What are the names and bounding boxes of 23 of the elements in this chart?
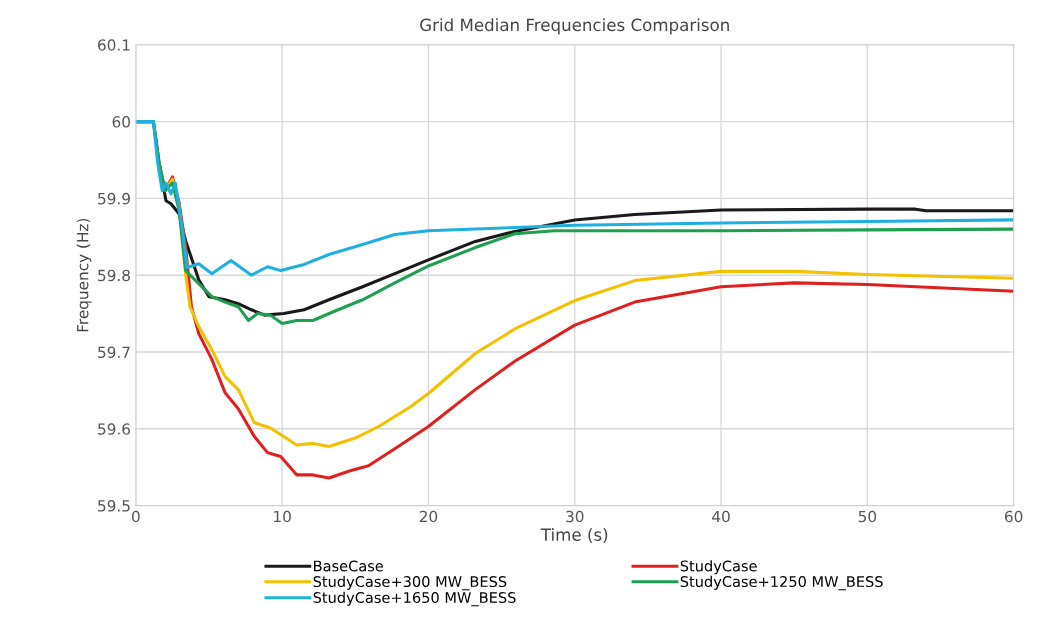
chart-title: Grid Median Frequencies Comparison [420, 18, 729, 35]
legend-label: StudyCase+1650 MW_BESS [313, 591, 516, 607]
y-tick-label: 59.7 [98, 346, 130, 359]
legend-label: BaseCase [314, 560, 384, 572]
line-series [135, 120, 1014, 277]
y-tick-label: 59.8 [98, 269, 130, 282]
y-tick-label: 59.9 [98, 192, 130, 205]
y-axis-title: Frequency (Hz) [76, 218, 92, 332]
y-tick-label: 59.6 [98, 423, 131, 435]
x-tick-label: 20 [419, 510, 438, 523]
x-axis-title: Time (s) [540, 528, 608, 543]
legend-label: StudyCase+1250 MW_BESS [680, 575, 883, 591]
x-tick-label: 0 [132, 510, 140, 523]
legend-label: StudyCase+300 MW_BESS [313, 575, 507, 591]
x-tick-label: 30 [566, 510, 584, 523]
x-tick-label: 60 [1005, 510, 1023, 523]
y-tick-label: 60.1 [98, 39, 130, 51]
legend-label: StudyCase [680, 560, 757, 575]
x-tick-label: 10 [274, 510, 291, 523]
y-tick-label: 60 [112, 116, 130, 128]
x-tick-label: 40 [712, 510, 730, 523]
x-tick-label: 50 [858, 510, 877, 523]
y-tick-label: 59.5 [98, 500, 130, 512]
